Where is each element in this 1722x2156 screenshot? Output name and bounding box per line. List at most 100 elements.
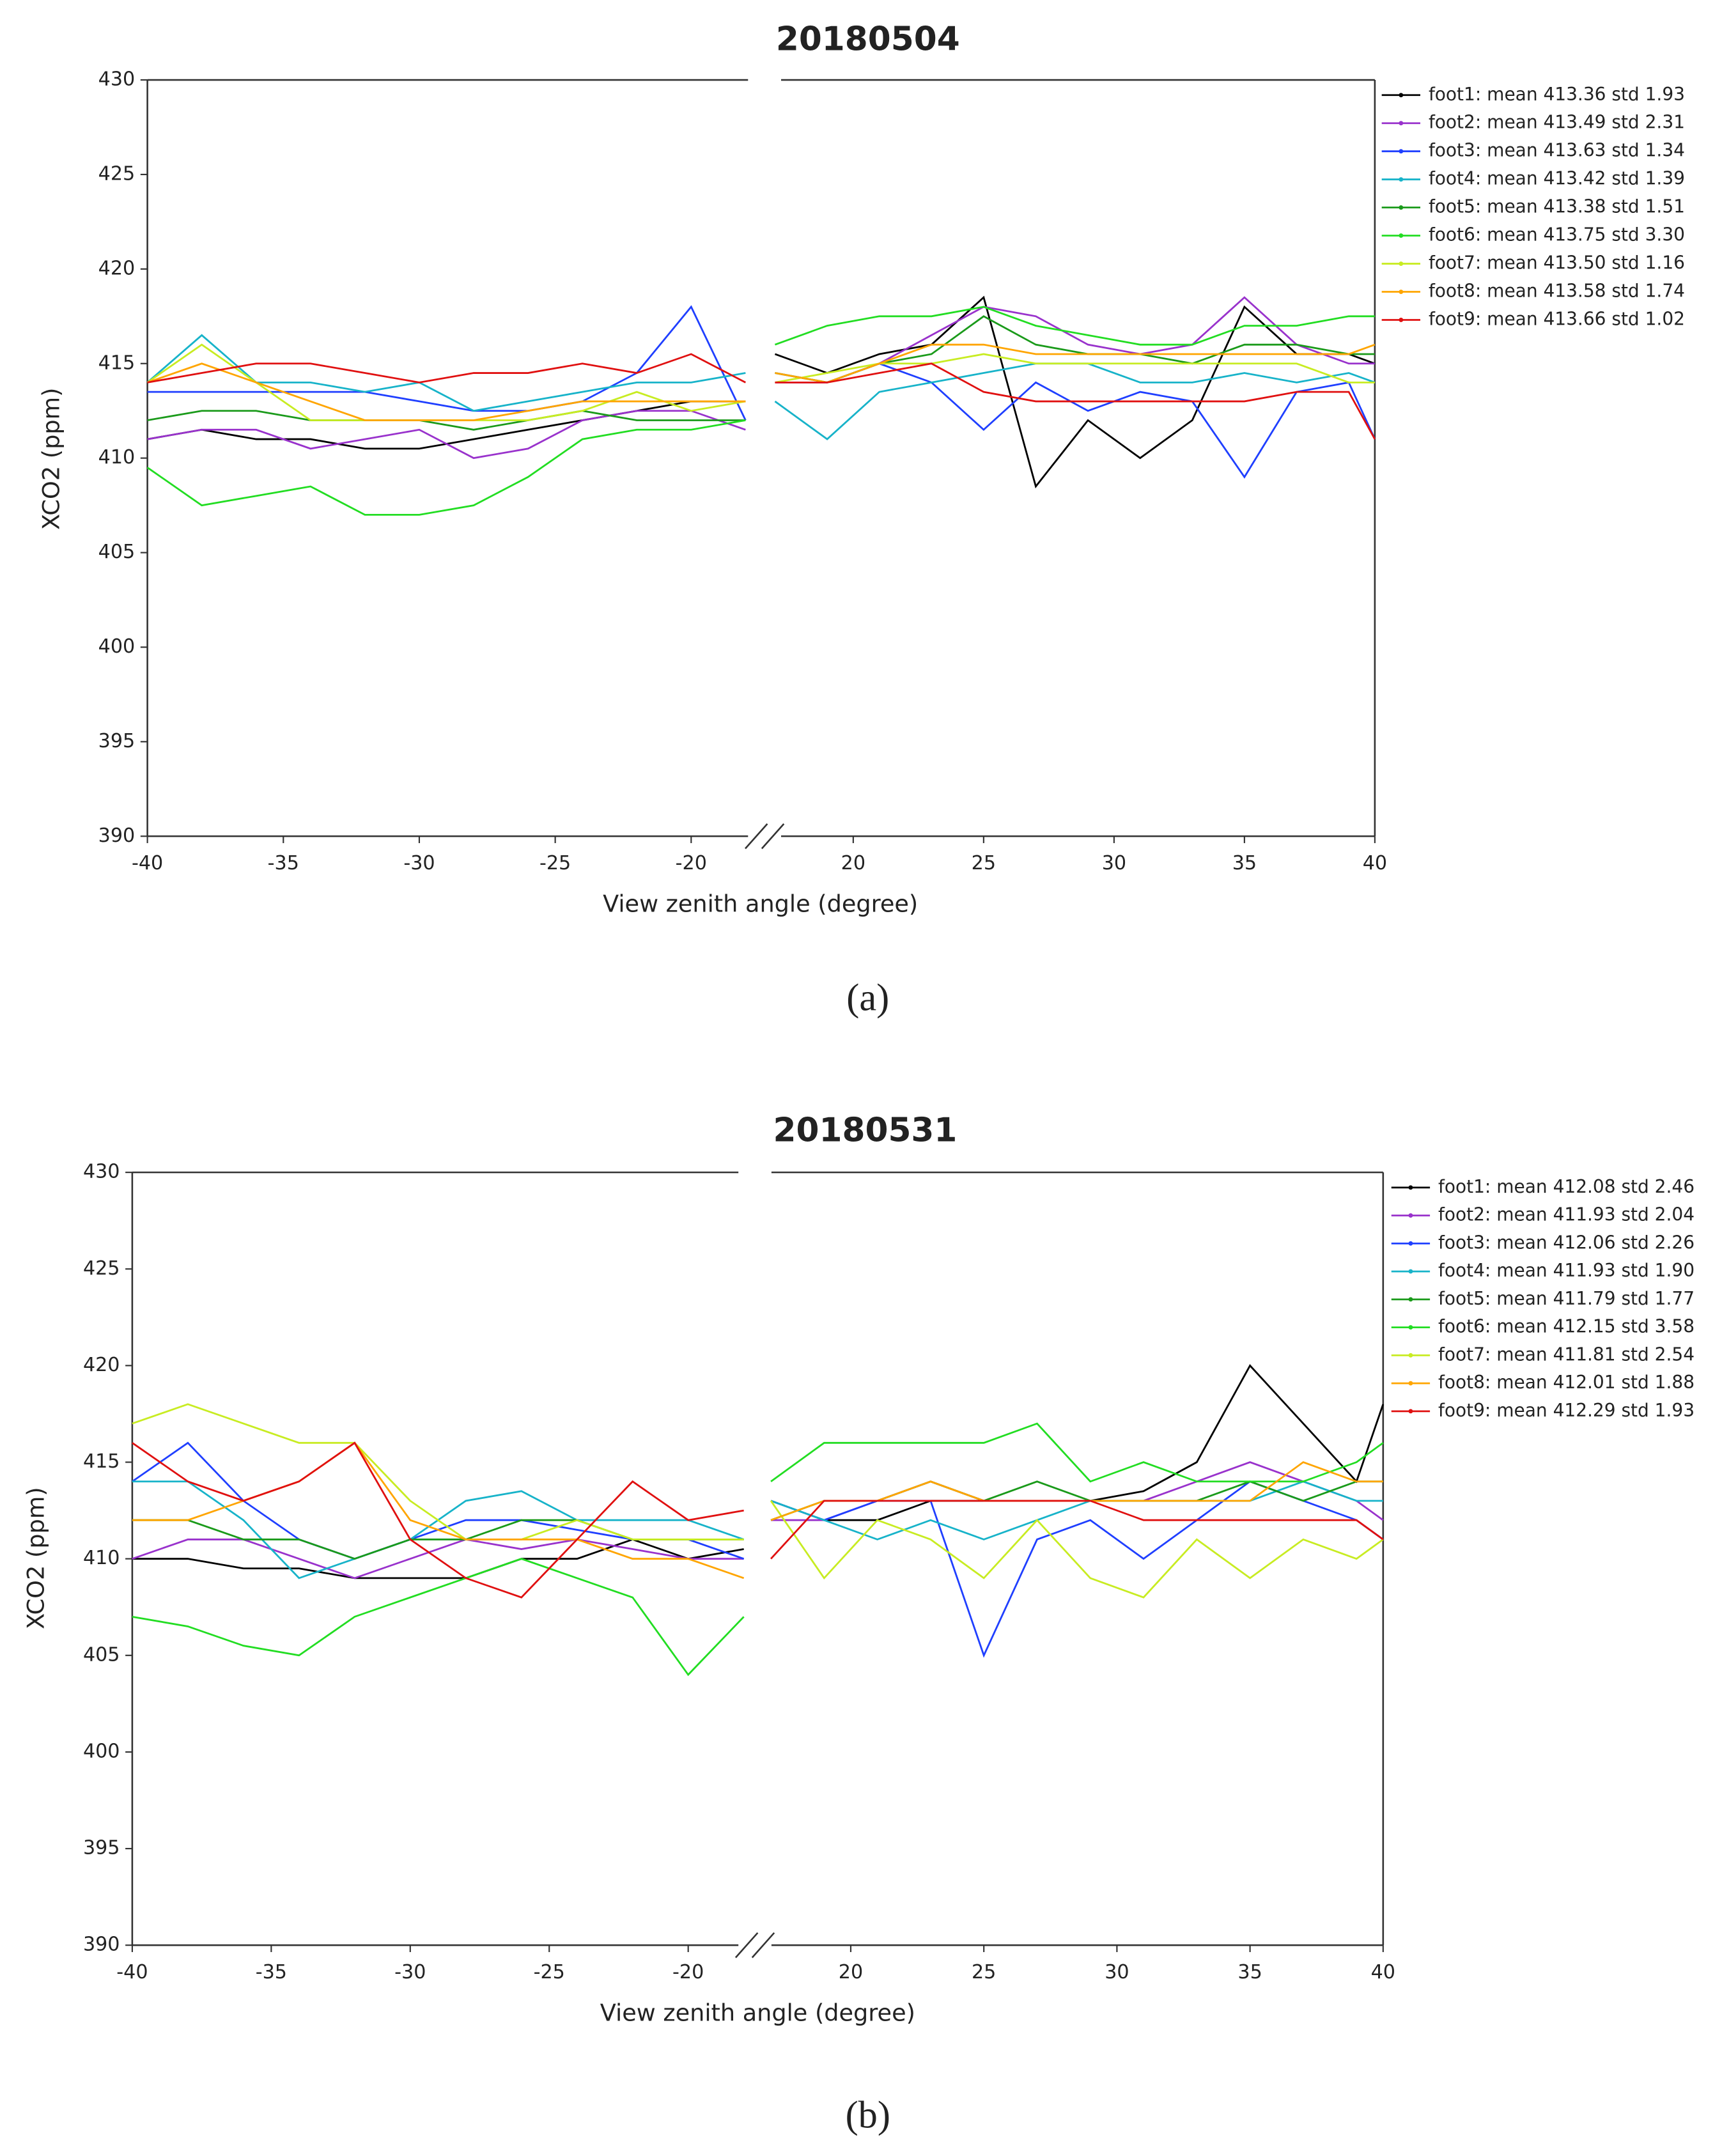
caption: (a) [846, 977, 889, 1020]
x-axis-label: View zenith angle (degree) [600, 1999, 915, 2026]
series-line [774, 306, 1375, 346]
x-tick-label: -35 [268, 852, 299, 874]
series-line [770, 1500, 1384, 1560]
legend-marker [1399, 261, 1404, 267]
chart-title: 20180504 [776, 20, 960, 59]
legend-label: foot8: mean 412.01 std 1.88 [1438, 1372, 1695, 1393]
legend-marker [1399, 121, 1404, 126]
series-line [775, 343, 1376, 384]
legend-label: foot5: mean 411.79 std 1.77 [1438, 1288, 1695, 1309]
axis-break [734, 1932, 759, 1958]
x-tick-label: -30 [403, 852, 435, 874]
legend-marker [1408, 1185, 1413, 1190]
x-tick-label: -40 [132, 852, 163, 874]
x-tick-label: 35 [1237, 1961, 1262, 1983]
legend-label: foot3: mean 413.63 std 1.34 [1429, 140, 1685, 161]
legend-marker [1408, 1381, 1413, 1386]
y-tick-label: 395 [83, 1837, 120, 1859]
y-tick-label: 395 [98, 730, 136, 752]
x-tick-label: 20 [839, 1961, 863, 1983]
legend-marker [1399, 318, 1404, 322]
y-tick-label: 390 [98, 825, 136, 847]
y-tick-label: 410 [98, 446, 136, 469]
y-tick-label: 390 [83, 1934, 120, 1956]
series-line [132, 1558, 745, 1677]
x-tick-label: 20 [841, 852, 865, 874]
legend-marker [1399, 205, 1404, 210]
legend-marker [1399, 93, 1404, 98]
series-line [132, 1538, 744, 1579]
x-tick-label: 25 [972, 852, 996, 874]
caption: (b) [846, 2094, 890, 2137]
series-line [770, 1461, 1383, 1521]
legend-marker [1408, 1409, 1413, 1414]
series-line [146, 334, 746, 412]
x-tick-label: -20 [672, 1961, 704, 1983]
legend-label: foot4: mean 413.42 std 1.39 [1429, 168, 1685, 189]
series-line [132, 1441, 745, 1560]
series-line [770, 1480, 1384, 1658]
x-tick-label: 35 [1232, 852, 1257, 874]
y-tick-label: 420 [83, 1354, 120, 1376]
legend-label: foot2: mean 413.49 std 2.31 [1429, 112, 1685, 133]
series-line [146, 419, 746, 516]
series-line [770, 1480, 1383, 1540]
y-tick-label: 430 [98, 68, 136, 91]
y-tick-label: 415 [98, 352, 136, 374]
legend-marker [1408, 1241, 1413, 1246]
x-axis-label: View zenith angle (degree) [603, 890, 918, 918]
y-tick-label: 400 [98, 635, 136, 658]
legend-marker [1399, 233, 1404, 238]
legend-label: foot7: mean 413.50 std 1.16 [1429, 252, 1685, 274]
legend-marker [1408, 1325, 1413, 1330]
series-line [147, 410, 746, 431]
y-tick-label: 405 [98, 541, 136, 563]
y-tick-label: 405 [83, 1643, 120, 1666]
y-axis-label: XCO2 (ppm) [22, 1487, 50, 1629]
series-line [132, 1538, 744, 1579]
series-line [147, 362, 746, 421]
legend-label: foot1: mean 413.36 std 1.93 [1429, 84, 1685, 105]
x-tick-label: -25 [534, 1961, 565, 1983]
series-line [770, 1500, 1384, 1599]
x-tick-label: -35 [256, 1961, 287, 1983]
legend-label: foot9: mean 412.29 std 1.93 [1438, 1400, 1695, 1421]
series-line [132, 1441, 745, 1579]
legend-label: foot1: mean 412.08 std 2.46 [1438, 1176, 1695, 1197]
y-tick-label: 415 [83, 1450, 120, 1473]
y-axis-label: XCO2 (ppm) [37, 387, 65, 530]
axis-break [761, 823, 785, 849]
series-line [147, 353, 747, 384]
series-line [132, 1441, 744, 1599]
legend-label: foot4: mean 411.93 std 1.90 [1438, 1260, 1695, 1281]
series-line [775, 362, 1376, 440]
axis-break [744, 823, 768, 849]
legend-label: foot3: mean 412.06 std 2.26 [1438, 1232, 1695, 1253]
x-tick-label: 40 [1363, 852, 1387, 874]
legend-label: foot6: mean 413.75 std 3.30 [1429, 224, 1685, 245]
legend-label: foot2: mean 411.93 std 2.04 [1438, 1204, 1695, 1225]
x-tick-label: -40 [116, 1961, 148, 1983]
legend-marker [1408, 1213, 1413, 1218]
legend-label: foot6: mean 412.15 std 3.58 [1438, 1316, 1695, 1337]
y-tick-label: 410 [83, 1547, 120, 1569]
series-line [147, 410, 746, 460]
series-line [770, 1422, 1384, 1483]
legend-marker [1408, 1297, 1413, 1302]
chart-title: 20180531 [773, 1112, 958, 1150]
legend-label: foot7: mean 411.81 std 2.54 [1438, 1344, 1695, 1365]
y-tick-label: 430 [83, 1161, 120, 1183]
y-tick-label: 425 [98, 162, 136, 185]
legend-marker [1399, 149, 1404, 154]
legend-label: foot5: mean 413.38 std 1.51 [1429, 196, 1685, 217]
legend-label: foot9: mean 413.66 std 1.02 [1429, 308, 1685, 329]
x-tick-label: 25 [972, 1961, 996, 1983]
axis-break [751, 1932, 775, 1958]
x-tick-label: -30 [394, 1961, 426, 1983]
legend-marker [1399, 290, 1404, 294]
series-line [147, 305, 747, 421]
x-tick-label: 30 [1105, 1961, 1129, 1983]
legend-marker [1408, 1269, 1413, 1274]
